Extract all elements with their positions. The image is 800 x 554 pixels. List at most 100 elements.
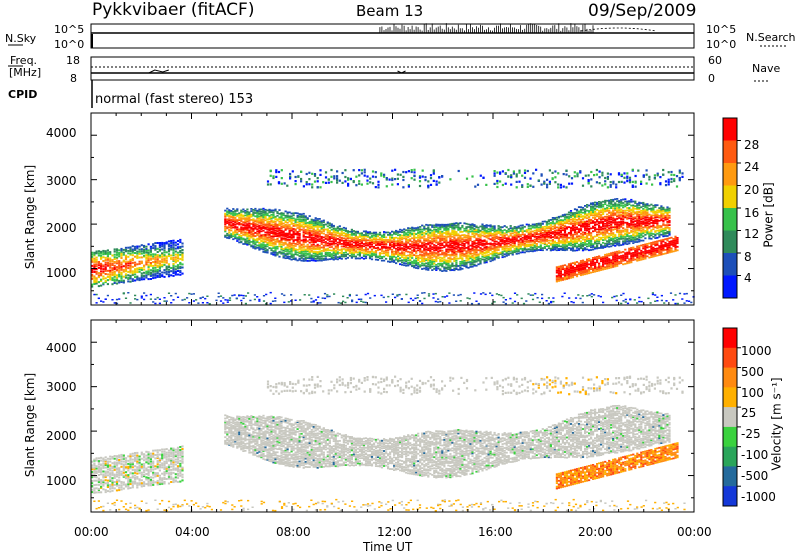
main-band-cell bbox=[302, 243, 305, 246]
main-band-cell bbox=[656, 222, 659, 225]
main-band-cell bbox=[413, 227, 416, 230]
main-band-cell bbox=[662, 206, 665, 209]
main-band-cell bbox=[232, 210, 235, 213]
main-band-cell bbox=[376, 241, 380, 243]
main-band-cell bbox=[600, 228, 603, 230]
main-band-cell bbox=[387, 249, 390, 251]
main-band-cell bbox=[370, 254, 374, 256]
main-band-cell bbox=[232, 223, 235, 225]
main-band-cell bbox=[405, 248, 408, 251]
main-band-cell bbox=[475, 237, 478, 240]
main-band-cell bbox=[270, 223, 273, 226]
main-band-cell bbox=[545, 220, 548, 223]
main-band-cell bbox=[320, 224, 323, 226]
main-band-cell bbox=[246, 232, 249, 234]
main-band-cell bbox=[666, 213, 669, 216]
main-band-cell bbox=[628, 240, 631, 243]
main-band-cell bbox=[622, 209, 625, 212]
main-band-cell bbox=[584, 248, 587, 251]
main-band-cell bbox=[487, 232, 490, 235]
main-band-cell bbox=[638, 204, 641, 207]
main-band-cell bbox=[314, 234, 317, 236]
main-band-cell bbox=[401, 261, 404, 264]
early-band-cell bbox=[120, 275, 123, 278]
main-band-cell bbox=[553, 235, 556, 237]
main-band-cell bbox=[278, 243, 281, 245]
main-band-cell bbox=[401, 234, 404, 237]
main-band-cell bbox=[262, 245, 265, 247]
main-band-cell bbox=[594, 242, 597, 245]
main-band-cell bbox=[640, 217, 643, 219]
main-band-cell bbox=[228, 226, 231, 229]
main-band-cell bbox=[646, 212, 649, 214]
main-band-cell bbox=[254, 212, 257, 214]
main-band-cell bbox=[296, 248, 299, 251]
main-band-cell bbox=[427, 249, 430, 251]
main-band-cell bbox=[469, 230, 472, 233]
main-band-cell bbox=[298, 257, 301, 260]
main-band-cell bbox=[246, 227, 249, 230]
main-band-cell bbox=[413, 246, 416, 249]
early-band-cell bbox=[161, 274, 164, 277]
main-band-cell bbox=[622, 227, 625, 229]
main-band-cell bbox=[461, 237, 464, 240]
main-band-cell bbox=[380, 250, 384, 252]
main-band-cell bbox=[459, 261, 462, 263]
main-band-cell bbox=[435, 234, 438, 236]
main-band-cell bbox=[581, 231, 585, 234]
ground-scatter-cell bbox=[149, 298, 152, 300]
main-band-cell bbox=[433, 224, 436, 227]
main-band-cell bbox=[596, 209, 599, 211]
main-band-cell bbox=[541, 249, 544, 252]
main-band-cell bbox=[557, 242, 560, 244]
main-band-cell bbox=[246, 212, 249, 214]
main-band-cell bbox=[588, 249, 591, 252]
main-band-cell bbox=[439, 269, 442, 272]
main-band-cell bbox=[519, 244, 522, 247]
early-band-cell bbox=[149, 257, 152, 260]
main-band-cell bbox=[467, 243, 470, 245]
main-band-cell bbox=[411, 255, 414, 257]
ground-scatter-cell bbox=[269, 302, 272, 305]
main-band-cell bbox=[407, 242, 410, 244]
ground-scatter-cell bbox=[323, 297, 327, 300]
main-band-cell bbox=[594, 228, 597, 231]
main-band-cell bbox=[584, 213, 587, 216]
main-band-cell bbox=[348, 243, 351, 245]
main-band-cell bbox=[256, 230, 259, 233]
ground-scatter-cell bbox=[416, 297, 419, 299]
main-band-cell bbox=[328, 224, 331, 227]
main-band-cell bbox=[517, 243, 520, 246]
main-band-cell bbox=[427, 234, 430, 237]
early-band-cell bbox=[147, 278, 150, 281]
main-band-cell bbox=[632, 206, 635, 209]
main-band-cell bbox=[439, 268, 442, 271]
main-band-cell bbox=[354, 242, 357, 245]
main-band-cell bbox=[290, 229, 293, 232]
main-band-cell bbox=[501, 233, 504, 236]
main-band-cell bbox=[435, 226, 438, 229]
main-band-cell bbox=[395, 256, 398, 259]
main-band-cell bbox=[238, 241, 241, 244]
main-band-cell bbox=[579, 222, 583, 224]
main-band-cell bbox=[368, 252, 372, 254]
main-band-cell bbox=[298, 215, 301, 218]
main-band-cell bbox=[300, 228, 303, 231]
main-band-cell bbox=[284, 243, 287, 245]
early-band-cell bbox=[179, 238, 182, 241]
main-band-cell bbox=[332, 249, 335, 252]
early-band-cell bbox=[120, 273, 123, 276]
main-band-cell bbox=[658, 226, 661, 229]
main-band-cell bbox=[565, 222, 569, 224]
main-band-cell bbox=[403, 228, 406, 231]
early-band-cell bbox=[156, 269, 159, 271]
main-band-cell bbox=[322, 236, 325, 239]
main-band-cell bbox=[586, 209, 589, 212]
main-band-cell bbox=[483, 255, 486, 257]
main-band-cell bbox=[421, 228, 424, 231]
main-band-cell bbox=[652, 210, 655, 212]
ground-scatter-cell bbox=[115, 302, 119, 305]
ground-scatter-cell bbox=[226, 299, 229, 301]
main-band-cell bbox=[445, 239, 448, 242]
main-band-cell bbox=[624, 198, 627, 201]
